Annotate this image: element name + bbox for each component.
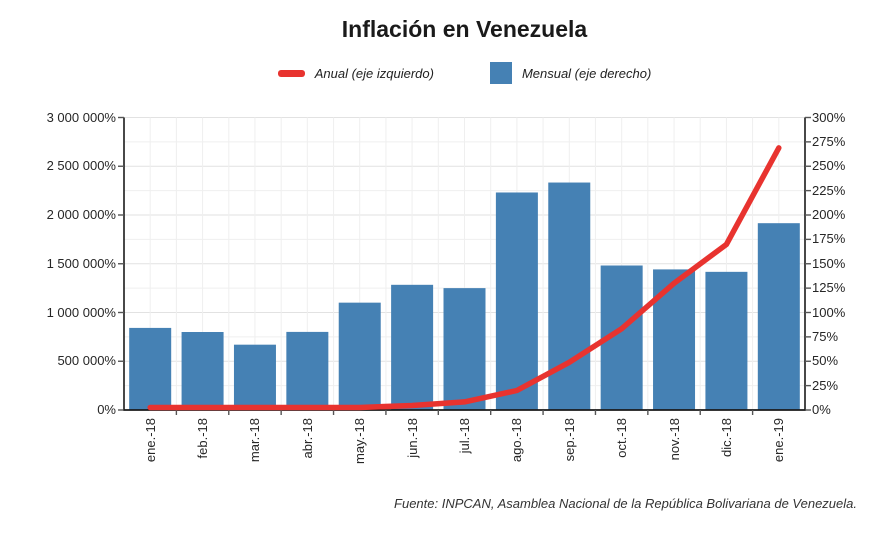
x-axis-tick-label: nov.-18: [666, 418, 682, 461]
chart-title: Inflación en Venezuela: [341, 16, 588, 42]
x-axis-tick-label: jul.-18: [457, 418, 472, 454]
right-axis-tick-label: 225%: [812, 182, 846, 198]
left-axis-tick-label: 2 000 000%: [46, 207, 116, 222]
bar-feb.-18: [181, 332, 224, 410]
legend-label-anual: Anual (eje izquierdo): [314, 65, 434, 81]
x-axis-tick-label: dic.-18: [718, 418, 734, 458]
x-axis-tick-label: jun.-18: [404, 418, 420, 458]
right-axis-tick-label: 275%: [812, 133, 846, 149]
annual-inflation-line: [147, 145, 782, 411]
chart-legend: Anual (eje izquierdo) Mensual (eje derec…: [124, 60, 805, 86]
bar-ene.-18: [129, 327, 172, 410]
x-axis-tick-label: abr.-18: [299, 418, 315, 459]
right-axis-tick-label: 200%: [812, 207, 846, 222]
bar-abr.-18: [286, 331, 329, 410]
left-axis-tick-label: 1 000 000%: [46, 304, 116, 320]
bar-mar.-18: [233, 344, 276, 410]
legend-item-anual: Anual (eje izquierdo): [277, 65, 434, 81]
legend-label-mensual: Mensual (eje derecho): [521, 65, 652, 81]
x-axis-tick-label: sep.-18: [561, 418, 577, 462]
right-axis-tick-label: 300%: [812, 109, 846, 125]
right-axis-tick-label: 250%: [812, 158, 846, 174]
source-note: Fuente: INPCAN, Asamblea Nacional de la …: [394, 496, 857, 511]
left-axis-tick-label: 0%: [97, 402, 116, 417]
bar-may.-18: [338, 302, 381, 410]
x-axis-tick-label: ago.-18: [509, 418, 525, 463]
right-axis-tick-label: 25%: [812, 377, 839, 393]
legend-item-mensual: Mensual (eje derecho): [489, 62, 652, 84]
x-axis-tick-label: feb.-18: [195, 418, 211, 459]
x-axis-tick-label: oct.-18: [614, 418, 630, 458]
left-axis-tick-label: 500 000%: [57, 353, 116, 369]
x-axis-tick-label: mar.-18: [247, 418, 263, 463]
right-axis-tick-label: 175%: [812, 231, 846, 247]
x-axis-tick-label: may.-18: [352, 418, 368, 464]
x-axis-tick-label: ene.-18: [142, 418, 158, 463]
bar-nov.-18: [653, 269, 696, 410]
right-axis-tick-label: 125%: [812, 280, 846, 296]
bar-series-marker-icon: [489, 62, 512, 84]
right-axis-tick-label: 75%: [812, 328, 839, 344]
bar-sep.-18: [548, 182, 591, 410]
x-axis-tick-label: ene.-19: [771, 418, 787, 463]
bar-ene.-19: [757, 223, 800, 410]
right-axis-tick-label: 150%: [812, 255, 846, 271]
right-axis-tick-label: 50%: [812, 353, 839, 369]
left-axis-tick-label: 1 500 000%: [46, 255, 116, 271]
bar-ago.-18: [495, 192, 538, 410]
bar-dic.-18: [705, 271, 748, 410]
bar-jun.-18: [391, 284, 434, 410]
bar-jul.-18: [443, 288, 486, 410]
left-axis-tick-label: 2 500 000%: [46, 158, 116, 174]
line-series-marker-icon: [277, 69, 305, 77]
left-axis-tick-label: 3 000 000%: [46, 109, 116, 125]
right-axis-tick-label: 100%: [812, 304, 846, 320]
right-axis-tick-label: 0%: [812, 402, 831, 417]
